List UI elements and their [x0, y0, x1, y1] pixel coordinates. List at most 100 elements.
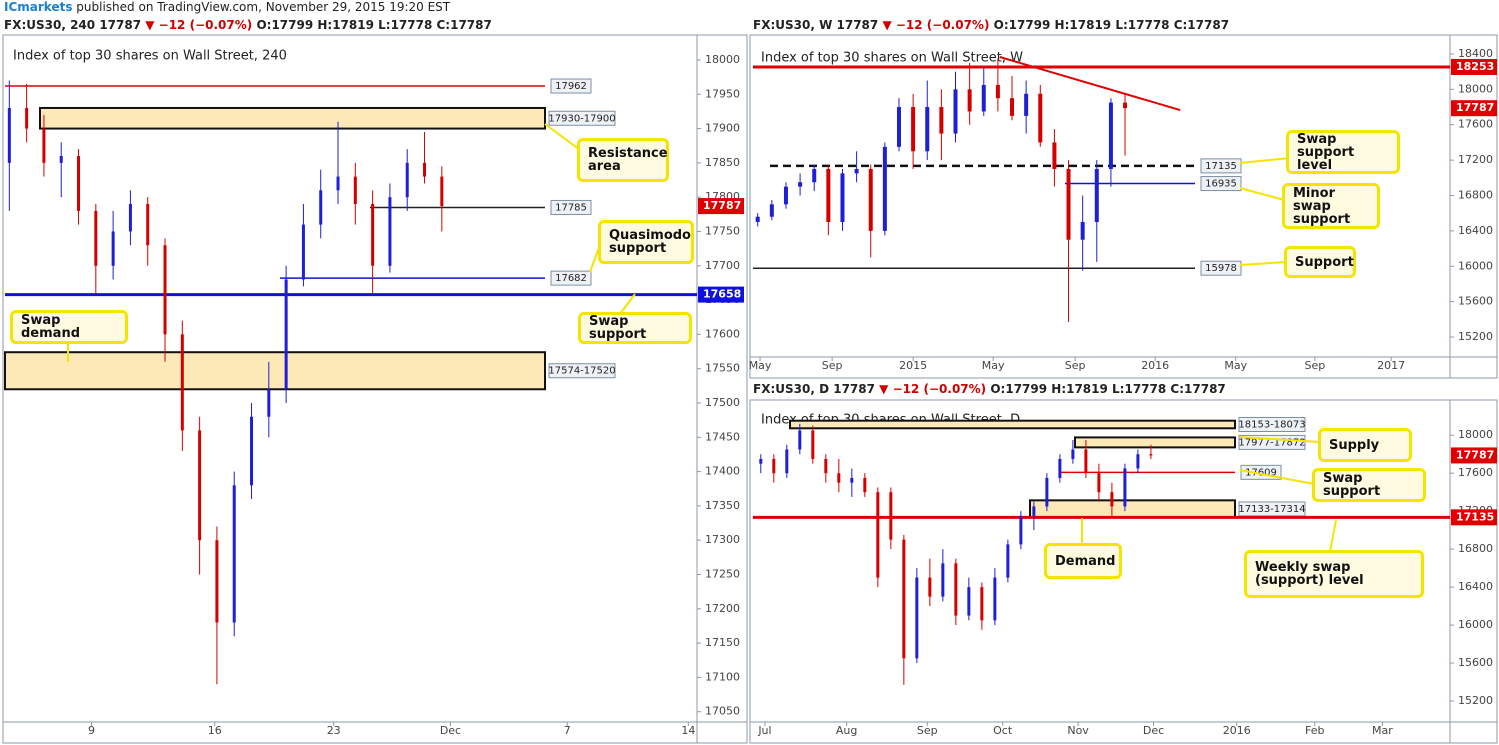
last: 17787 [836, 18, 879, 32]
level-label: 17135 [1205, 161, 1237, 172]
y-tick-label: 17950 [705, 87, 740, 100]
candle-body [1066, 168, 1071, 240]
y-tick-label: 16000 [1458, 618, 1493, 631]
candle-body [1038, 93, 1043, 143]
level-label: 17962 [555, 81, 587, 92]
candle-body [1084, 449, 1088, 474]
x-tick-label: May [749, 359, 772, 372]
candle-body [941, 563, 945, 597]
x-tick-label: Aug [836, 724, 857, 737]
candle-body [1006, 544, 1010, 578]
candle-body [882, 146, 887, 231]
candle-body [250, 416, 254, 486]
symbol: FX:US30, 240 [4, 18, 96, 32]
candle-body [232, 485, 236, 623]
candle-body [1052, 142, 1057, 169]
last: 17787 [833, 382, 875, 396]
y-tick-label: 17400 [705, 465, 740, 478]
candle-body [1149, 454, 1153, 456]
trendline [999, 56, 1181, 112]
candle-body [993, 577, 997, 621]
symbol: FX:US30, D [753, 382, 830, 396]
x-tick-label: 16 [208, 724, 222, 737]
candle-body [1010, 98, 1015, 116]
candle-body [772, 458, 776, 474]
y-tick-label: 15200 [1458, 330, 1493, 343]
candle-body [198, 430, 202, 541]
y-tick-label: 17450 [705, 430, 740, 443]
chart-header: FX:US30, W 17787 ▼ −12 (−0.07%) O:17799 … [753, 18, 1229, 32]
candle-body [146, 204, 150, 246]
candle-body [889, 492, 893, 540]
candle-body [826, 168, 831, 223]
candle-body [967, 89, 972, 112]
callout: Support [1284, 246, 1356, 278]
x-tick-label: Oct [993, 724, 1013, 737]
level-axis-box [698, 286, 744, 303]
change: ▼ −12 (−0.07%) [879, 382, 987, 396]
candle-body [284, 279, 288, 390]
x-tick-label: Dec [440, 724, 461, 737]
candle-body [854, 168, 859, 174]
y-tick-label: 17550 [705, 362, 740, 375]
x-tick-label: Nov [1067, 724, 1089, 737]
x-tick-label: Sep [1065, 359, 1086, 372]
candle-body [180, 334, 184, 431]
candle-body [925, 107, 930, 152]
level-label: 15978 [1205, 263, 1237, 274]
price-label: 17787 [1456, 448, 1494, 461]
zone-label: 17977-17872 [1238, 437, 1305, 448]
zone-label: 17574-17520 [548, 366, 615, 377]
level-axis-box [1451, 58, 1497, 75]
price-box [698, 198, 744, 215]
y-tick-label: 16400 [1458, 580, 1493, 593]
y-tick-label: 17600 [1458, 466, 1493, 479]
candle-body [371, 204, 375, 266]
y-tick-label: 18000 [1458, 82, 1493, 95]
publish-line: ICmarkets published on TradingView.com, … [4, 0, 450, 14]
x-tick-label: 7 [564, 724, 571, 737]
candle-body [1071, 449, 1075, 459]
price-box [1451, 447, 1497, 464]
candle-body [915, 577, 919, 659]
level-label: 17682 [555, 273, 587, 284]
callout: Resistance area [577, 138, 669, 182]
y-tick-label: 18000 [705, 53, 740, 66]
ohlc: O:17799 H:17819 L:17778 C:17787 [990, 382, 1226, 396]
y-tick-label: 17700 [705, 259, 740, 272]
zone-label-box [548, 110, 616, 126]
callout: Quasimodo support [598, 220, 694, 264]
candle-body [837, 473, 841, 483]
y-tick-label: 16800 [1458, 542, 1493, 555]
candle-body [939, 107, 944, 134]
y-tick-label: 17500 [705, 396, 740, 409]
x-tick-label: 9 [88, 724, 95, 737]
ohlc: O:17799 H:17819 L:17778 C:17787 [993, 18, 1230, 32]
x-tick-label: 2016 [1223, 724, 1251, 737]
candle-body [863, 477, 867, 493]
y-tick-label: 15200 [1458, 694, 1493, 707]
y-tick-label: 15600 [1458, 295, 1493, 308]
x-tick-label: Sep [822, 359, 843, 372]
x-tick-label: 23 [327, 724, 341, 737]
candle-body [967, 587, 971, 616]
x-tick-label: 2017 [1377, 359, 1405, 372]
candle-body [1024, 93, 1029, 116]
y-tick-label: 17250 [705, 567, 740, 580]
y-tick-label: 15600 [1458, 656, 1493, 669]
chart-header: FX:US30, D 17787 ▼ −12 (−0.07%) O:17799 … [753, 382, 1226, 396]
candle-body [755, 216, 760, 223]
candle-body [798, 430, 802, 450]
candle-body [405, 162, 409, 198]
zone-label: 17930-17900 [548, 113, 615, 124]
y-tick-label: 17600 [705, 327, 740, 340]
price-label: 17787 [703, 199, 741, 212]
callout: Swap support level [1286, 130, 1400, 174]
chart-title: Index of top 30 shares on Wall Street, 2… [13, 49, 287, 64]
level-label-box [550, 270, 592, 286]
x-tick-label: Sep [1304, 359, 1325, 372]
candle-body [440, 176, 444, 207]
level-label: 17135 [1456, 510, 1494, 523]
candle-body [163, 245, 167, 335]
zone [39, 106, 546, 130]
